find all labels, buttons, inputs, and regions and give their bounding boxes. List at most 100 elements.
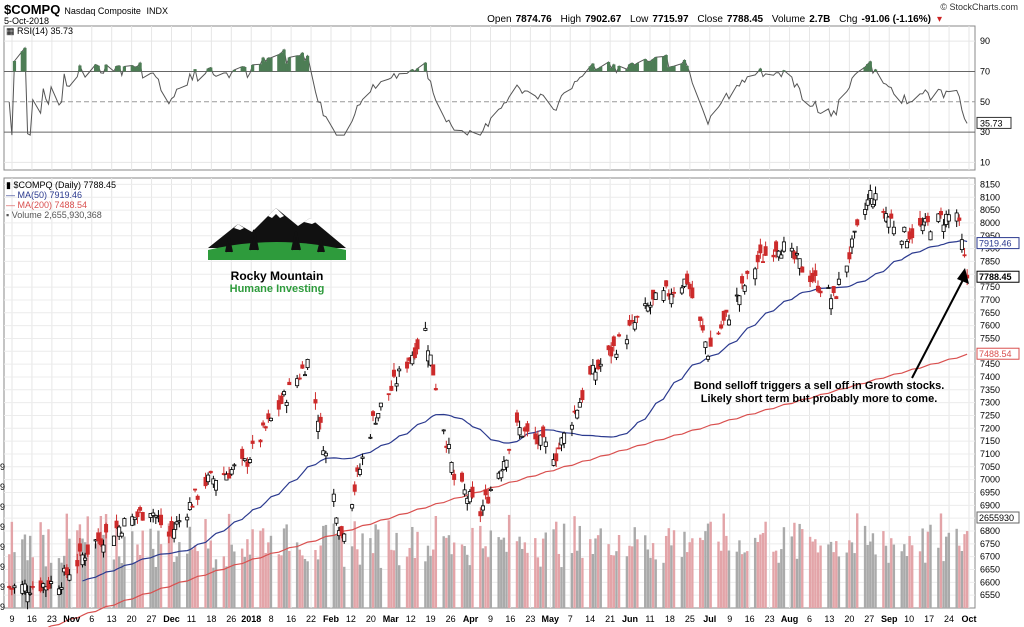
candle-body <box>295 378 300 387</box>
candle-body <box>7 585 12 589</box>
ma50-tag <box>976 237 1020 250</box>
volume-bar <box>141 530 144 608</box>
volume-bar <box>942 561 945 608</box>
volume-bar <box>884 545 888 608</box>
price-tick-label: 7250 <box>980 410 1000 420</box>
candle-body <box>703 341 708 348</box>
rsi-overbought-fill <box>672 66 676 72</box>
open-value: 7874.76 <box>515 14 552 25</box>
candle-body <box>174 521 179 525</box>
x-tick-label: 16 <box>286 614 296 624</box>
candle-body <box>98 538 103 546</box>
volume-bar <box>560 567 563 608</box>
rsi-overbought-fill <box>863 67 867 72</box>
candle-body <box>818 290 823 294</box>
x-tick-label: 9 <box>9 614 14 624</box>
volume-bar <box>115 528 118 608</box>
candle-body <box>669 293 674 305</box>
rsi-overbought-fill <box>266 57 270 72</box>
volume-bar <box>746 551 749 608</box>
volume-bar <box>316 559 320 608</box>
candle-body <box>460 472 465 482</box>
rsi-overbought-fill <box>625 69 629 72</box>
candle-body <box>740 276 745 284</box>
candle-body <box>22 583 27 592</box>
close-value: 7788.45 <box>726 14 764 25</box>
volume-bar <box>350 546 354 608</box>
candle-body <box>672 291 677 294</box>
candle-body <box>30 586 35 588</box>
volume-bar <box>369 538 372 608</box>
candle-body <box>938 211 943 216</box>
volume-bar <box>591 554 595 608</box>
rsi-overbought-fill <box>94 64 98 72</box>
volume-bar <box>65 513 69 608</box>
x-tick-label: 27 <box>864 614 874 624</box>
x-tick-label: 23 <box>765 614 775 624</box>
candle-body <box>514 412 519 423</box>
volume-bar <box>698 537 702 608</box>
candle-body <box>813 270 818 276</box>
volume-bar <box>324 524 328 608</box>
rsi-overbought-fill <box>866 64 870 72</box>
volume-bar <box>832 552 835 608</box>
candle-body <box>132 517 137 520</box>
rsi-value-tag-text: 35.73 <box>980 118 1003 128</box>
rsi-overbought-fill <box>648 61 653 72</box>
high-value: 7902.67 <box>585 14 622 25</box>
candle-body <box>480 505 485 511</box>
candle-body <box>541 426 546 438</box>
x-tick-label: 18 <box>665 614 675 624</box>
volume-bar <box>99 515 103 608</box>
price-panel: 8150810080508000795079007850780077507700… <box>0 177 1020 627</box>
volume-bar <box>654 559 657 608</box>
candle-body <box>389 385 394 391</box>
close-tag-text: 7788.45 <box>979 272 1012 282</box>
volume-bar <box>295 542 299 608</box>
volume-bar <box>719 550 723 608</box>
volume-bar <box>225 566 228 608</box>
candle-body <box>609 346 614 357</box>
volume-bar <box>500 539 503 608</box>
price-tick-label: 6700 <box>980 552 1000 562</box>
rsi-overbought-fill <box>596 68 600 72</box>
volume-bar <box>97 533 100 608</box>
candle-body <box>685 273 690 284</box>
volume-bar <box>801 529 804 608</box>
rsi-overbought-fill <box>588 66 592 72</box>
price-tick-label: 8000 <box>980 218 1000 228</box>
volume-bar <box>486 557 490 608</box>
candle-body <box>635 315 640 318</box>
candle-body <box>653 292 658 300</box>
candle-body <box>151 512 156 516</box>
volume-bar <box>280 555 283 608</box>
rsi-overbought-fill <box>251 64 255 72</box>
price-tick-label: 7350 <box>980 385 1000 395</box>
volume-bar <box>625 556 629 608</box>
volume-bar <box>489 530 493 608</box>
volume-bar <box>578 525 581 608</box>
x-tick-label: 24 <box>944 614 954 624</box>
x-tick-label: Dec <box>163 614 180 624</box>
rsi-overbought-fill <box>685 65 689 72</box>
volume-bar <box>288 550 291 608</box>
candle-body <box>870 203 875 208</box>
candle-body <box>423 327 428 331</box>
rsi-overbought-fill <box>206 68 210 72</box>
rsi-overbought-fill <box>667 67 671 72</box>
rsi-overbought-fill <box>669 66 673 72</box>
volume-bar <box>167 523 171 608</box>
candle-body <box>679 287 684 294</box>
candle-body <box>279 395 284 404</box>
ma200-tag-text: 7488.54 <box>979 349 1012 359</box>
rsi-overbought-fill <box>285 63 289 72</box>
candle-body <box>504 459 509 468</box>
rsi-overbought-fill <box>630 63 634 72</box>
candle-body <box>101 544 106 553</box>
volume-bar <box>837 556 841 608</box>
volume-bar <box>411 526 414 608</box>
rsi-overbought-fill <box>138 62 142 72</box>
legend-ma50: — MA(50) 7919.46 <box>6 190 83 200</box>
rsi-overbought-fill <box>209 67 213 72</box>
rsi-overbought-fill <box>193 69 197 72</box>
